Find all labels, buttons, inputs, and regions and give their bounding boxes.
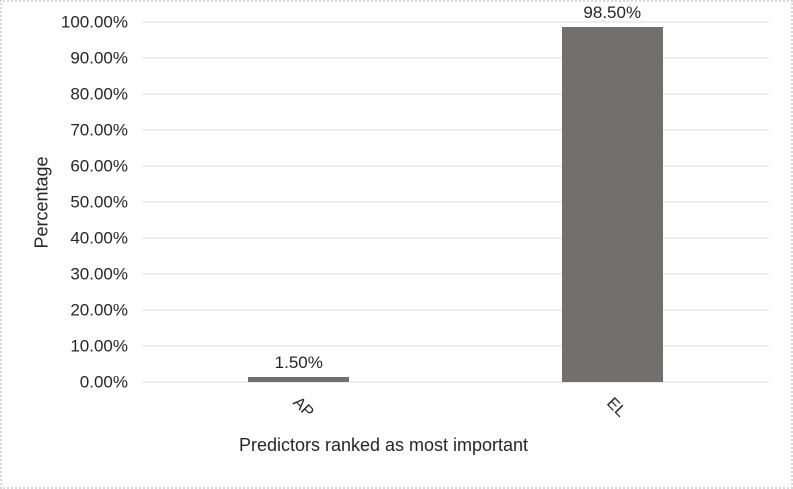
gridline xyxy=(142,201,769,203)
bars-container: 1.50% 98.50% xyxy=(142,4,770,382)
gridline xyxy=(142,273,769,275)
category-cell: EL xyxy=(456,386,770,430)
bar-el xyxy=(561,27,663,382)
y-tick-label: 90.00% xyxy=(70,48,128,68)
gridline xyxy=(142,57,769,59)
y-tick-label: 100.00% xyxy=(60,12,128,32)
bar-ap xyxy=(248,376,350,382)
y-tick-label: 10.00% xyxy=(70,336,128,356)
category-cell: AP xyxy=(142,386,456,430)
x-axis-title: Predictors ranked as most important xyxy=(238,435,529,455)
gridline xyxy=(142,309,769,311)
category-label: EL xyxy=(603,394,630,421)
y-tick-label: 0.00% xyxy=(79,372,128,392)
y-tick-label: 40.00% xyxy=(70,228,128,248)
y-tick-label: 20.00% xyxy=(70,300,128,320)
plot-area: 1.50% 98.50% xyxy=(142,4,770,383)
gridline xyxy=(142,237,769,239)
category-label: AP xyxy=(289,394,317,422)
x-axis-line xyxy=(142,381,769,383)
y-tick-label: 60.00% xyxy=(70,156,128,176)
y-tick-label: 30.00% xyxy=(70,264,128,284)
y-tick-label: 50.00% xyxy=(70,192,128,212)
gridline xyxy=(142,129,769,131)
bar-value-label: 98.50% xyxy=(583,3,642,23)
y-tick-label: 80.00% xyxy=(70,84,128,104)
gridline xyxy=(142,345,769,347)
x-axis-category-labels: AP EL xyxy=(142,386,769,430)
y-tick-label: 70.00% xyxy=(70,120,128,140)
bar-cell: 98.50% xyxy=(456,4,770,382)
bar-value-label: 1.50% xyxy=(274,352,323,372)
gridline xyxy=(142,21,769,23)
gridline xyxy=(142,165,769,167)
bar-cell: 1.50% xyxy=(142,22,456,382)
gridline xyxy=(142,93,769,95)
y-axis-tick-labels: 0.00% 10.00% 20.00% 30.00% 40.00% 50.00% 60.00… xyxy=(2,14,128,391)
